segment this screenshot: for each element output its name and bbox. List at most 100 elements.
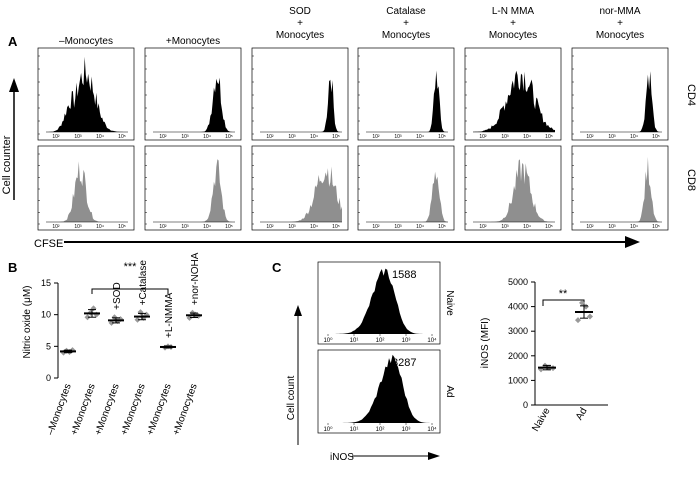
column-header-6-line-1: nor-MMA — [599, 6, 640, 17]
histogram-cd8-distribution — [366, 171, 448, 222]
column-header-5-line-3: Monocytes — [489, 30, 537, 41]
category-label: +Monocytes — [93, 382, 122, 437]
data-point — [587, 313, 593, 320]
panel-c-label: C — [272, 260, 282, 275]
treatment-label: +L-NMMA — [164, 292, 175, 338]
y-tick-label: 2000 — [508, 351, 528, 361]
sample-label: Naive — [444, 290, 455, 316]
x-tick-label: 10⁴ — [310, 134, 318, 140]
category-label: +Monocytes — [171, 382, 200, 437]
x-tick-label: 10⁵ — [438, 224, 446, 230]
treatment-label: +Catalase — [138, 260, 149, 306]
column-header-5-line-1: L-N MMA — [492, 6, 535, 17]
x-tick-label: 10³ — [608, 224, 616, 230]
x-tick-label: 10² — [266, 134, 274, 140]
histogram-cd4-distribution — [153, 77, 235, 132]
column-header-4-line-1: Catalase — [386, 6, 426, 17]
x-tick-label: 10³ — [501, 224, 509, 230]
panel-a-row-label-cd4: CD4 — [685, 84, 697, 106]
inos-mfi-chart: 0 1000 2000 3000 4000 5000 ** Naive Ad — [508, 277, 608, 434]
y-tick-label: 10 — [41, 310, 51, 320]
category-label: Naive — [530, 406, 553, 434]
y-tick-label: 3000 — [508, 326, 528, 336]
x-tick-label: 10² — [52, 134, 60, 140]
x-tick-label: 10³ — [394, 224, 402, 230]
panel-a-histogram-grid: 10² 10³ 10⁴ 10⁵ 10² 10³ 10⁴ 10⁵ 10² 10³ 10⁴ 10⁵ 10² 1… — [37, 47, 669, 231]
x-tick-label: 10³ — [181, 134, 189, 140]
x-tick-label: 10² — [376, 338, 385, 344]
histogram-cd4-col-3: 10² 10³ 10⁴ 10⁵ — [251, 47, 349, 141]
x-tick-label: 10⁵ — [332, 134, 340, 140]
group-5: +Monocytes +L-NMMA — [145, 292, 176, 437]
histogram-cd4-distribution — [46, 56, 128, 133]
x-tick-label: 10⁴ — [630, 134, 638, 140]
histogram-cd8-col-6: 10² 10³ 10⁴ 10⁵ — [571, 145, 669, 231]
y-tick-label: 5000 — [508, 277, 528, 287]
x-tick-label: 10² — [372, 134, 380, 140]
histogram-cd4-distribution — [580, 71, 662, 132]
column-header-3-line-1: SOD — [289, 6, 311, 17]
x-tick-label: 10² — [586, 134, 594, 140]
panel-a-column-headers: –Monocytes +MonocytesSOD+MonocytesCatalas… — [59, 6, 644, 47]
x-tick-label: 10⁴ — [427, 337, 437, 344]
x-tick-label: 10³ — [288, 134, 296, 140]
x-tick-label: 10⁵ — [652, 224, 660, 230]
column-header-3-line-3: Monocytes — [276, 30, 324, 41]
histogram-cd8-distribution — [473, 159, 555, 222]
x-tick-label: 10³ — [402, 427, 411, 433]
x-tick-label: 10⁵ — [332, 224, 340, 230]
histogram-distribution — [326, 354, 434, 423]
x-tick-label: 10⁵ — [225, 224, 233, 230]
x-tick-label: 10⁵ — [118, 224, 126, 230]
data-point — [134, 316, 141, 323]
histogram-cd4-col-4: 10² 10³ 10⁴ 10⁵ — [357, 47, 455, 141]
x-tick-label: 10⁵ — [545, 224, 553, 230]
x-tick-label: 10² — [479, 224, 487, 230]
histogram-cd8-col-2: 10² 10³ 10⁴ 10⁵ — [144, 145, 242, 231]
treatment-label: +SOD — [112, 282, 123, 310]
x-tick-label: 10⁵ — [545, 134, 553, 140]
x-tick-label: 10² — [479, 134, 487, 140]
histogram-cd8-distribution — [260, 166, 342, 222]
x-tick-label: 10⁵ — [225, 134, 233, 140]
x-tick-label: 10² — [586, 224, 594, 230]
x-tick-label: 10¹ — [350, 427, 359, 433]
cell-counter-arrowhead — [9, 78, 19, 92]
x-tick-label: 10³ — [74, 134, 82, 140]
column-header-5-line-2: + — [510, 18, 516, 29]
cfse-arrowhead — [625, 236, 640, 248]
category-label: +Monocytes — [69, 382, 98, 437]
group-2: +Monocytes — [69, 305, 100, 437]
histogram-cd8-distribution — [46, 161, 128, 222]
cfse-label: CFSE — [34, 238, 63, 250]
data-point — [186, 314, 193, 321]
inos-x-label: iNOS — [330, 452, 354, 463]
x-tick-label: 10⁴ — [203, 224, 211, 230]
data-point — [137, 309, 144, 316]
treatment-label: +nor-NOHA — [190, 252, 201, 305]
x-tick-label: 10⁴ — [310, 224, 318, 230]
column-header-3-line-2: + — [297, 18, 303, 29]
mfi-value: 1588 — [392, 269, 416, 281]
column-header-2-line-1: +Monocytes — [166, 36, 220, 47]
x-tick-label: 10⁵ — [118, 134, 126, 140]
cell-count-label: Cell count — [286, 376, 297, 421]
histogram-cd4-col-2: 10² 10³ 10⁴ 10⁵ — [144, 47, 242, 141]
x-tick-label: 10² — [376, 427, 385, 433]
histogram-cd8-distribution — [153, 159, 235, 222]
sample-label: Ad — [444, 385, 455, 397]
x-tick-label: 10⁴ — [96, 224, 104, 230]
x-tick-label: 10¹ — [350, 338, 359, 344]
column-header-6-line-2: + — [617, 18, 623, 29]
x-tick-label: 10⁴ — [96, 134, 104, 140]
y-tick-label: 15 — [41, 278, 51, 288]
significance-label: *** — [124, 261, 138, 273]
x-tick-label: 10³ — [402, 338, 411, 344]
group-4: +Monocytes +Catalase — [119, 260, 150, 437]
data-point — [579, 299, 585, 306]
histogram-distribution — [326, 268, 434, 334]
y-tick-label: 1000 — [508, 375, 528, 385]
group-1: –Monocytes — [45, 347, 76, 437]
x-tick-label: 10² — [159, 134, 167, 140]
